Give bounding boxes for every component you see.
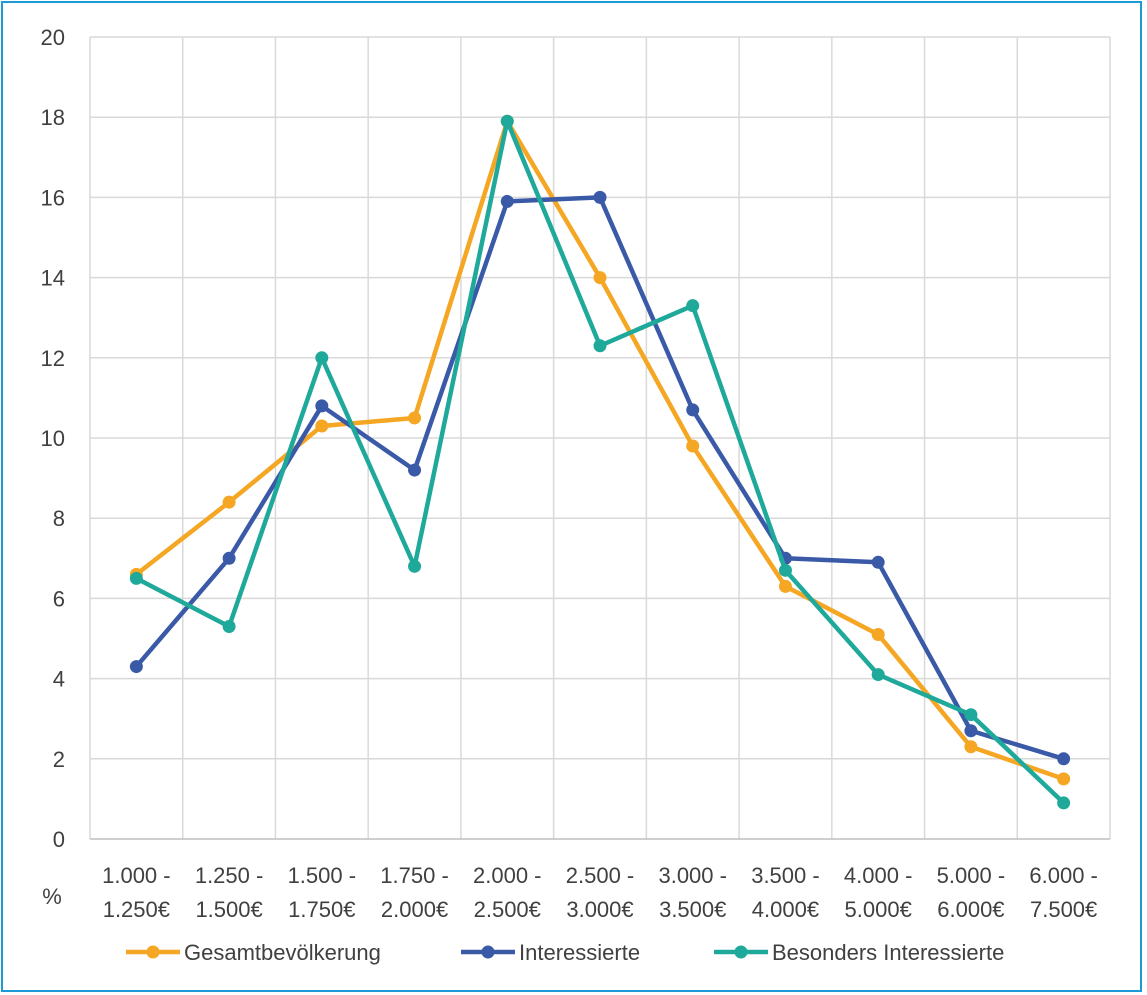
x-tick-label: 3.000 -3.500€	[658, 863, 727, 922]
x-tick-label: 2.500 -3.000€	[566, 863, 635, 922]
legend-marker	[734, 945, 748, 959]
data-point	[315, 419, 329, 433]
y-tick-label: 6	[53, 586, 65, 611]
series-lines	[129, 114, 1071, 810]
x-tick-label: 1.750 -2.000€	[380, 863, 449, 922]
x-tick-label: 6.000 -7.500€	[1029, 863, 1098, 922]
grid-lines	[89, 36, 1111, 839]
data-point	[778, 579, 792, 593]
data-point	[129, 660, 143, 674]
y-tick-label: 10	[41, 426, 65, 451]
y-tick-label: 4	[53, 667, 65, 692]
data-point	[1057, 772, 1071, 786]
x-tick-label: 1.000 -1.250€	[102, 863, 171, 922]
y-tick-label: 16	[41, 185, 65, 210]
data-point	[686, 299, 700, 313]
data-point	[871, 668, 885, 682]
legend-marker	[146, 945, 160, 959]
data-point	[964, 708, 978, 722]
legend-label: Gesamtbevölkerung	[184, 940, 381, 965]
x-tick-label: 1.500 -1.750€	[288, 863, 357, 922]
y-tick-label: 18	[41, 105, 65, 130]
data-point	[593, 339, 607, 353]
x-tick-label: 3.500 -4.000€	[751, 863, 820, 922]
data-point	[408, 559, 422, 573]
data-point	[315, 399, 329, 413]
data-point	[871, 627, 885, 641]
y-tick-label: 8	[53, 506, 65, 531]
data-point	[500, 114, 514, 128]
data-point	[593, 271, 607, 285]
y-tick-label: 2	[53, 747, 65, 772]
data-point	[686, 439, 700, 453]
legend-label: Interessierte	[519, 940, 640, 965]
data-point	[222, 551, 236, 565]
data-point	[778, 563, 792, 577]
tick-labels: 0 2 4 6 8 10 12 14 16 18 20 1.000 -1.250€ 1.250 -1.5…	[41, 25, 1098, 922]
y-axis-unit-label: %	[42, 884, 62, 909]
x-tick-label: 4.000 -5.000€	[844, 863, 913, 922]
data-point	[964, 740, 978, 754]
data-point	[222, 495, 236, 509]
legend-label: Besonders Interessierte	[772, 940, 1004, 965]
data-point	[408, 463, 422, 477]
data-point	[1057, 796, 1071, 810]
data-point	[222, 619, 236, 633]
x-tick-label: 2.000 -2.500€	[473, 863, 542, 922]
data-point	[871, 555, 885, 569]
y-tick-label: 20	[41, 25, 65, 50]
data-point	[964, 724, 978, 738]
x-tick-label: 1.250 -1.500€	[195, 863, 264, 922]
data-point	[686, 403, 700, 417]
data-point	[1057, 752, 1071, 766]
data-point	[129, 571, 143, 585]
data-point	[408, 411, 422, 425]
data-point	[500, 194, 514, 208]
data-point	[315, 351, 329, 365]
y-tick-label: 12	[41, 346, 65, 371]
y-tick-label: 0	[53, 827, 65, 852]
line-chart: 0 2 4 6 8 10 12 14 16 18 20 1.000 -1.250€ 1.250 -1.5…	[41, 25, 1111, 965]
y-tick-label: 14	[41, 266, 65, 291]
x-tick-label: 5.000 -6.000€	[937, 863, 1006, 922]
data-point	[593, 190, 607, 204]
legend: Gesamtbevölkerung Interessierte Besonders …	[126, 940, 1004, 965]
legend-marker	[481, 945, 495, 959]
